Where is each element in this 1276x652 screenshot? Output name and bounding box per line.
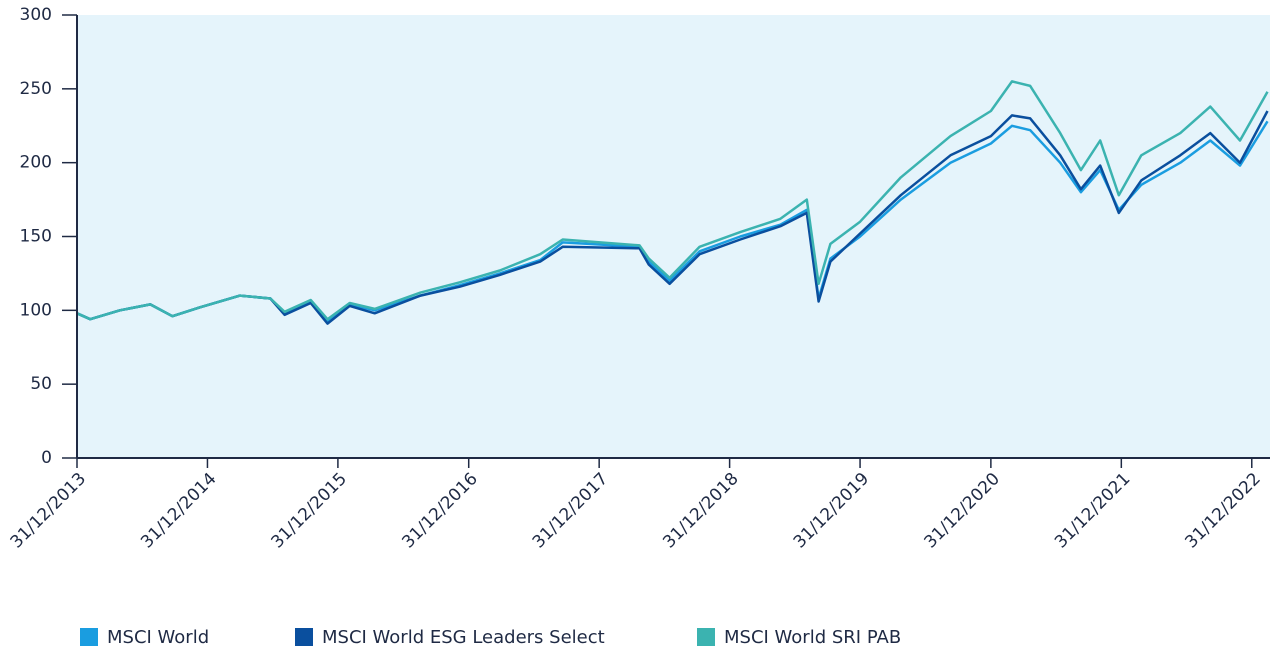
y-tick-label: 50 xyxy=(30,374,52,394)
legend-label: MSCI World ESG Leaders Select xyxy=(322,627,605,648)
x-tick-label: 31/12/2020 xyxy=(921,469,1004,552)
x-tick-label: 31/12/2014 xyxy=(137,469,220,552)
legend-swatch xyxy=(80,628,98,646)
x-tick-label: 31/12/2013 xyxy=(7,469,90,552)
x-tick-label: 31/12/2015 xyxy=(268,469,351,552)
x-tick-label: 31/12/2021 xyxy=(1051,469,1134,552)
legend-label: MSCI World xyxy=(107,627,209,648)
legend-swatch xyxy=(697,628,715,646)
x-tick-label: 31/12/2016 xyxy=(398,469,481,552)
series-line xyxy=(76,80,1269,321)
legend-swatch xyxy=(295,628,313,646)
y-tick-label: 200 xyxy=(20,153,52,173)
y-tick-label: 300 xyxy=(20,5,52,25)
x-tick-label: 31/12/2019 xyxy=(790,469,873,552)
x-tick-label: 31/12/2017 xyxy=(529,469,612,552)
x-tick-label: 31/12/2022 xyxy=(1181,469,1264,552)
plot-background xyxy=(77,15,1270,458)
y-tick-label: 100 xyxy=(20,300,52,320)
y-tick-label: 250 xyxy=(20,79,52,99)
x-tick-label: 31/12/2018 xyxy=(659,469,742,552)
legend-label: MSCI World SRI PAB xyxy=(724,627,901,648)
y-tick-label: 0 xyxy=(41,448,52,468)
y-tick-label: 150 xyxy=(20,227,52,247)
